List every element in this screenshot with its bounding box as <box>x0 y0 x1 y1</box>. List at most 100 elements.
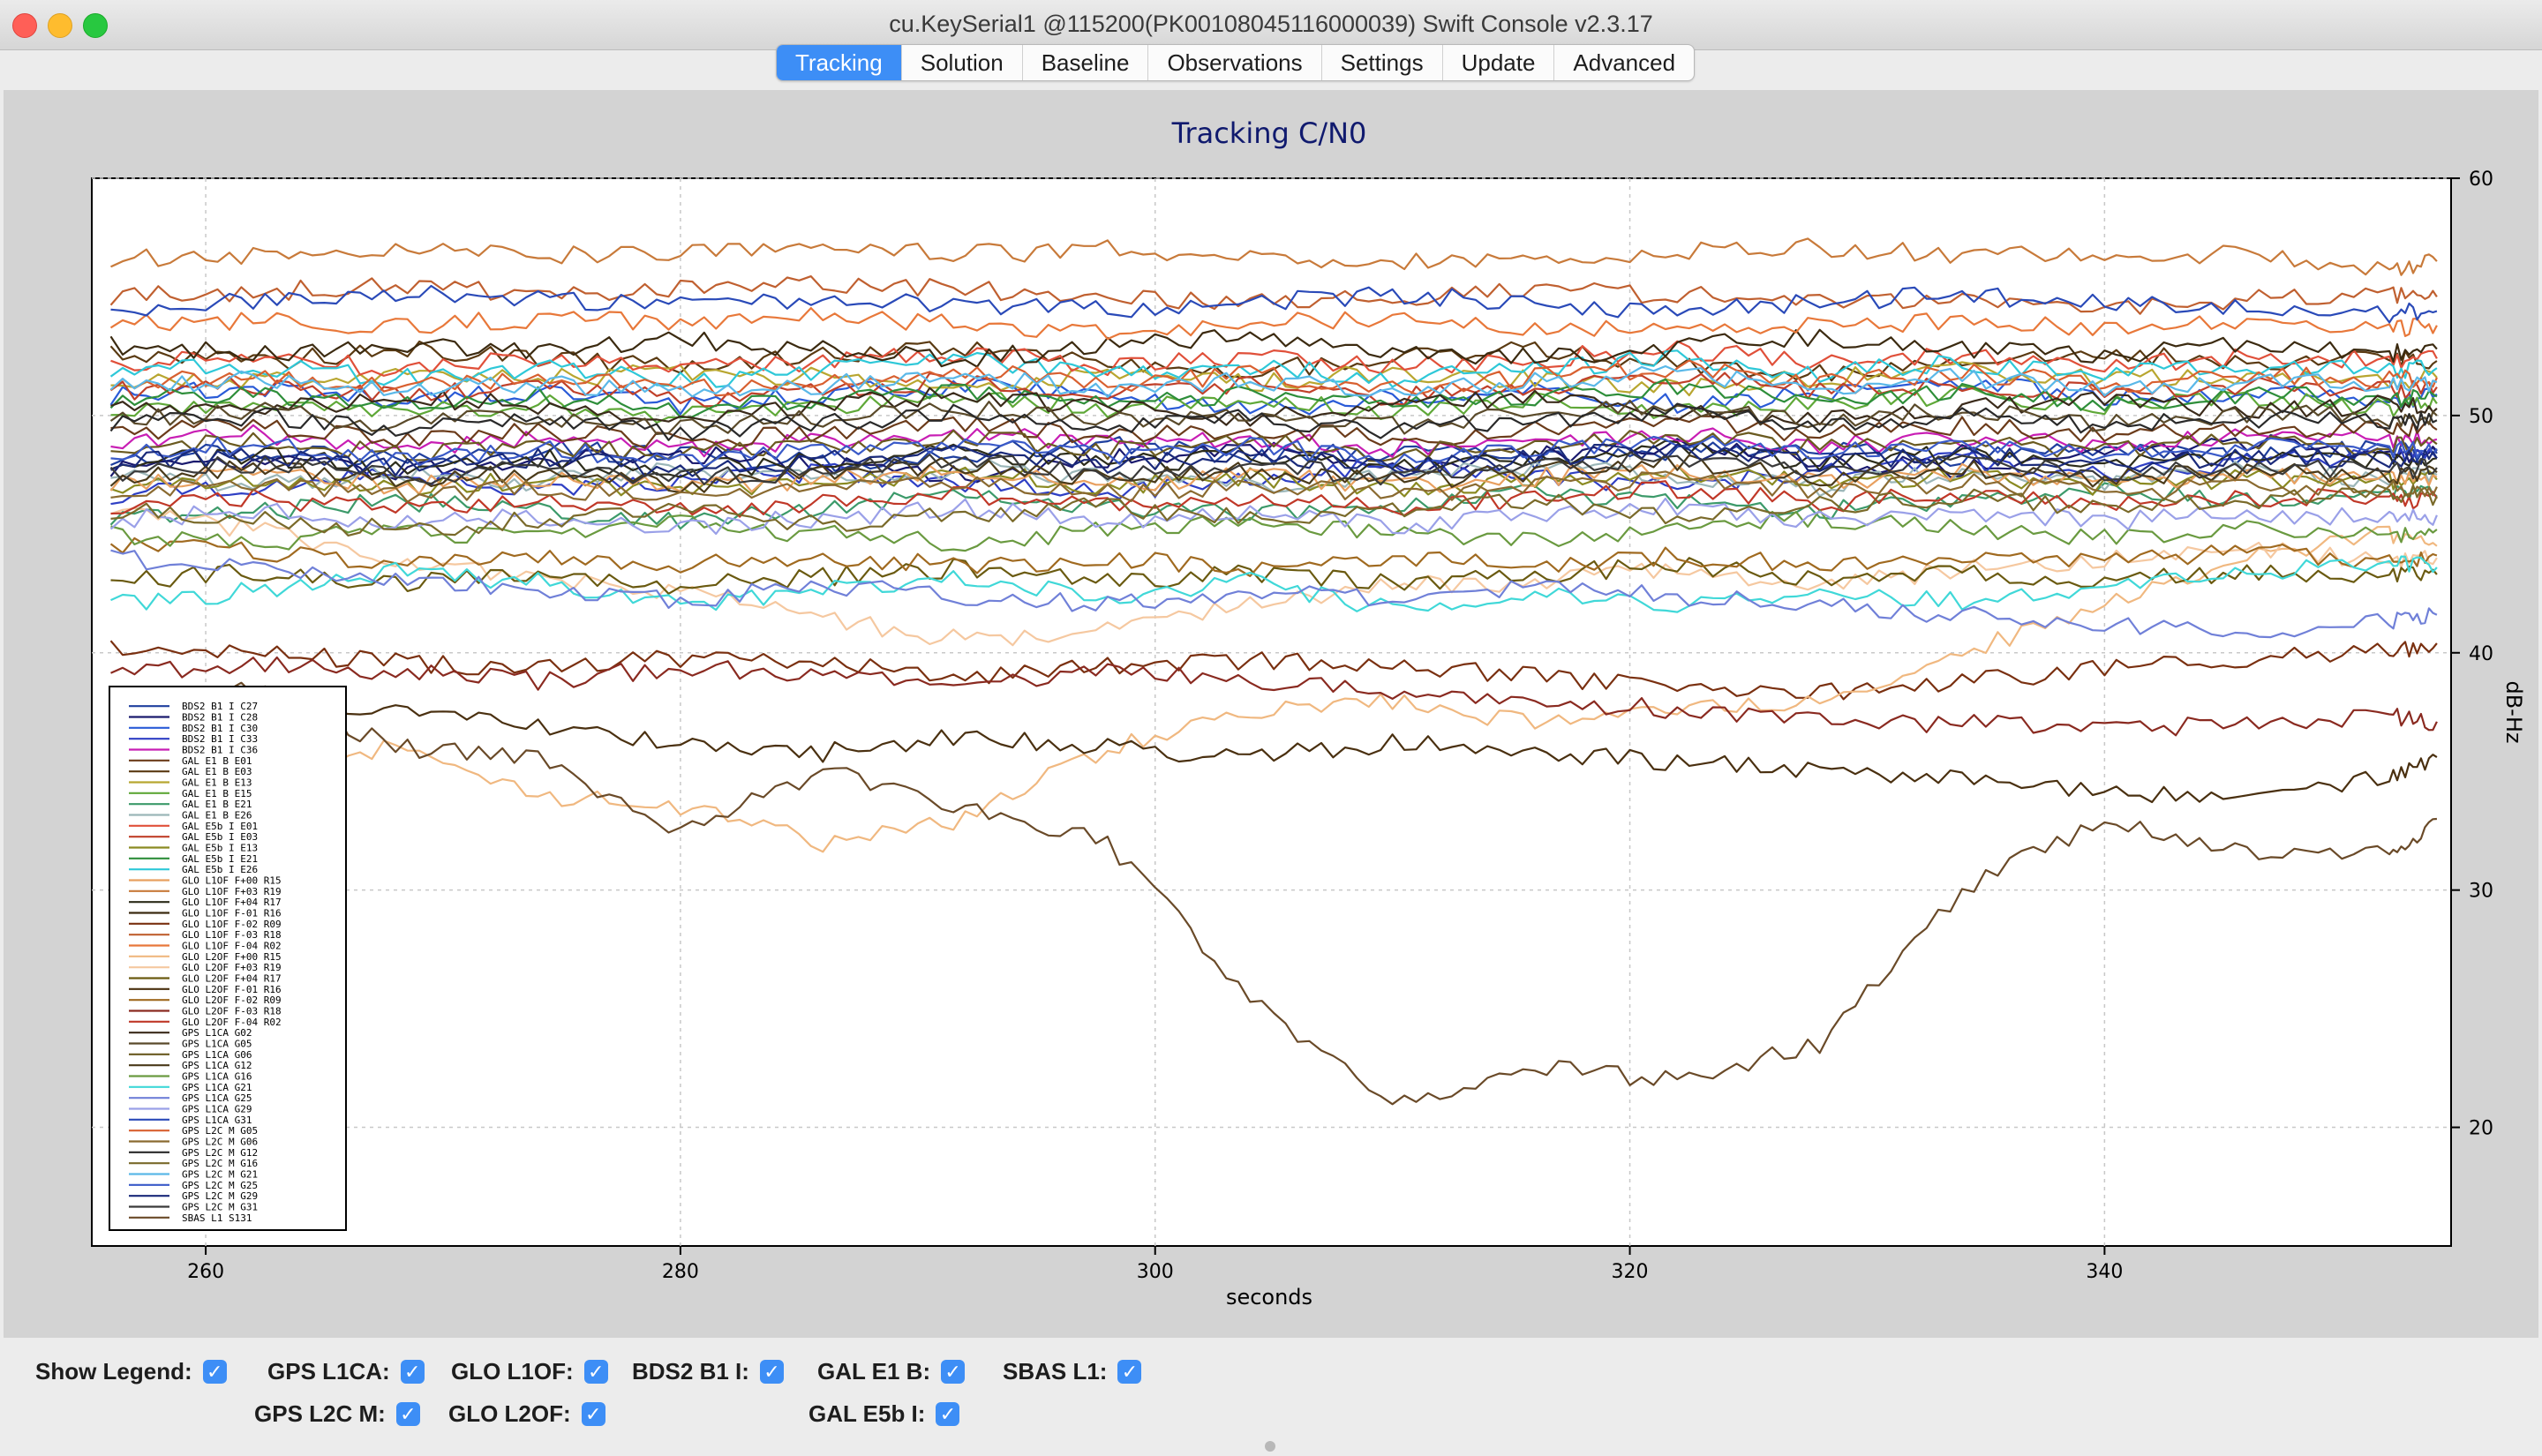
gps-l2cm-label: GPS L2C M: <box>254 1400 386 1427</box>
tab-settings[interactable]: Settings <box>1322 45 1443 80</box>
series-line-gps-l1ca-g12 <box>109 454 2438 494</box>
legend-entry: GLO L2OF F-04 R02 <box>182 1017 282 1028</box>
legend-entry: GPS L1CA G21 <box>182 1082 252 1093</box>
legend-entry: BDS2 B1 I C28 <box>182 712 258 724</box>
y-tick-label: 60 <box>2469 169 2493 191</box>
series-line-glo-l1of-f-03-r18 <box>109 275 2438 315</box>
series-line-glo-l2of-f-01-r16 <box>109 704 2438 804</box>
series-line-gal-e1-b-e01 <box>110 415 2438 449</box>
legend-entry: BDS2 B1 I C30 <box>182 723 258 734</box>
legend-entry: BDS2 B1 I C36 <box>182 745 258 756</box>
legend-entry: GLO L2OF F+00 R15 <box>182 951 282 963</box>
legend-entry: GAL E5b I E26 <box>182 864 258 875</box>
plot-area <box>91 177 2452 1247</box>
legend-entry: GLO L1OF F-04 R02 <box>182 941 282 952</box>
sbas-l1-control: SBAS L1: ✓ <box>1003 1355 1142 1387</box>
legend-entry: BDS2 B1 I C33 <box>182 733 258 745</box>
gal-e1b-checkbox[interactable]: ✓ <box>941 1359 966 1384</box>
tracking-cn0-chart: Tracking C/N0 260 280 300 320 3402030405060 … <box>91 116 2526 1310</box>
gal-e5bi-checkbox[interactable]: ✓ <box>936 1401 960 1426</box>
legend-entry: GAL E1 B E26 <box>182 810 252 822</box>
gal-e5bi-label: GAL E5b I: <box>808 1400 926 1427</box>
series-line-glo-l2of-f-03-r18 <box>110 656 2438 737</box>
sbas-l1-checkbox[interactable]: ✓ <box>1117 1359 1142 1384</box>
series-line-gps-l2c-m-g31 <box>109 451 2438 486</box>
series-line-gps-l2c-m-g21 <box>109 364 2438 398</box>
bds2-b1i-checkbox[interactable]: ✓ <box>759 1359 784 1384</box>
legend-box <box>109 686 347 1231</box>
series-line-gps-l2c-m-g16 <box>110 484 2438 537</box>
legend-entry: GPS L2C M G25 <box>182 1180 258 1191</box>
series-line-gps-l1ca-g21 <box>110 555 2438 613</box>
legend-entry: GLO L1OF F+04 R17 <box>182 897 282 908</box>
legend-entry: GPS L2C M G05 <box>182 1125 258 1137</box>
show-legend-label: Show Legend: <box>35 1357 192 1385</box>
glo-l1of-label: GLO L1OF: <box>451 1357 574 1385</box>
gps-l1ca-checkbox[interactable]: ✓ <box>400 1359 425 1384</box>
series-line-gps-l2c-m-g06 <box>110 470 2438 503</box>
glo-l2of-control: GLO L2OF: ✓ <box>448 1398 605 1430</box>
legend-entry: GPS L2C M G16 <box>182 1158 258 1169</box>
series-line-gps-l1ca-g31 <box>110 284 2438 324</box>
tracking-panel: Tracking C/N0 260 280 300 320 340 20 30 40 50 60 … <box>4 90 2538 1338</box>
chart-title: Tracking C/N0 <box>1171 116 1367 150</box>
y-tick-label: 20 <box>2469 1118 2493 1140</box>
legend-entry: GPS L2C M G31 <box>182 1202 258 1213</box>
legend-entry: GPS L1CA G16 <box>182 1071 252 1083</box>
tab-observations[interactable]: Observations <box>1148 45 1322 80</box>
gps-l2cm-control: GPS L2C M: ✓ <box>254 1398 420 1430</box>
glo-l2of-label: GLO L2OF: <box>448 1400 571 1427</box>
legend-entry: GAL E1 B E03 <box>182 766 252 777</box>
series-line-glo-l2of-f-04-r02 <box>110 480 2438 518</box>
series-line-gps-l2c-m-g25 <box>110 435 2438 468</box>
glo-l1of-checkbox[interactable]: ✓ <box>583 1359 608 1384</box>
legend-entry: GPS L1CA G05 <box>182 1039 252 1050</box>
series-line-glo-l1of-f-01-r16 <box>109 328 2438 368</box>
tab-update[interactable]: Update <box>1443 45 1555 80</box>
series-line-gal-e1-b-e03 <box>109 340 2438 382</box>
glo-l2of-checkbox[interactable]: ✓ <box>581 1401 605 1426</box>
tab-baseline[interactable]: Baseline <box>1023 45 1149 80</box>
gps-l2cm-checkbox[interactable]: ✓ <box>395 1401 420 1426</box>
legend-entry: GLO L2OF F-02 R09 <box>182 994 282 1006</box>
series-line-glo-l1of-f-03-r19 <box>110 237 2438 276</box>
legend-entry: GPS L1CA G29 <box>182 1104 252 1115</box>
legend-entry: GAL E1 B E15 <box>182 788 252 799</box>
x-tick-label: 280 <box>662 1261 699 1283</box>
legend-entry: GPS L1CA G06 <box>182 1049 252 1061</box>
resize-handle[interactable] <box>1265 1441 1275 1452</box>
legend-entry: GPS L2C M G06 <box>182 1137 258 1148</box>
tab-tracking[interactable]: Tracking <box>777 45 902 80</box>
tab-advanced[interactable]: Advanced <box>1573 49 1676 76</box>
plot-axes: 260 280 300 320 340 20 30 40 50 60 <box>187 169 2493 1283</box>
legend-entry: GAL E5b I E13 <box>182 843 258 854</box>
series-line-gps-l1ca-g02 <box>110 387 2438 427</box>
series-line-glo-l2of-f-00-r15 <box>109 525 2438 853</box>
series-line-gps-l2c-m-g05 <box>109 359 2438 397</box>
legend-entry: GAL E5b I E03 <box>182 831 258 843</box>
series-line-glo-l2of-f-02-r09 <box>109 537 2438 578</box>
close-window-button[interactable] <box>12 13 37 38</box>
show-legend-checkbox[interactable]: ✓ <box>202 1359 227 1384</box>
x-tick-label: 340 <box>2086 1261 2123 1283</box>
series-line-gal-e5b-i-e26 <box>109 349 2438 388</box>
legend-entry: GLO L1OF F+00 R15 <box>182 875 282 887</box>
gal-e5bi-control: GAL E5b I: ✓ <box>808 1398 960 1430</box>
tab-solution[interactable]: Solution <box>902 45 1023 80</box>
legend-entry: GLO L1OF F+03 R19 <box>182 886 282 897</box>
legend-entry: GPS L1CA G31 <box>182 1115 252 1126</box>
series-line-gps-l2c-m-g12 <box>109 402 2438 441</box>
legend-entry: GAL E5b I E21 <box>182 853 258 865</box>
title-bar: cu.KeySerial1 @115200(PK0010804511600003… <box>0 0 2542 50</box>
gps-l1ca-control: GPS L1CA: ✓ <box>267 1355 425 1387</box>
sbas-l1-label: SBAS L1: <box>1003 1357 1108 1385</box>
series-line-gal-e5b-i-e13 <box>110 464 2438 498</box>
x-tick-label: 300 <box>1137 1261 1174 1283</box>
zoom-window-button[interactable] <box>83 13 108 38</box>
series-lines <box>109 237 2438 1106</box>
minimize-window-button[interactable] <box>48 13 72 38</box>
legend-entry: GAL E1 B E13 <box>182 777 252 789</box>
x-tick-label: 260 <box>187 1261 224 1283</box>
series-line-gps-l1ca-g25 <box>110 549 2438 639</box>
